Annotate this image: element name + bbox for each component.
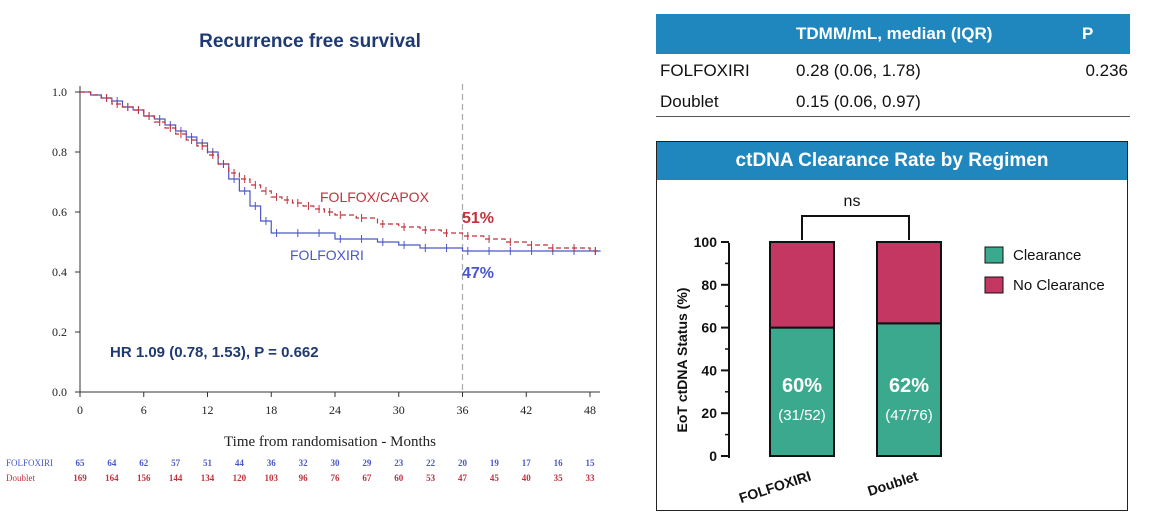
risk-count-doublet: 60 (394, 473, 404, 483)
risk-count-folfoxiri: 65 (76, 458, 86, 468)
legend-label-no-clearance: No Clearance (1013, 277, 1105, 294)
risk-count-doublet: 45 (490, 473, 500, 483)
risk-count-doublet: 164 (105, 473, 119, 483)
bar-y-tick-label: 60 (701, 320, 717, 336)
km-label-doublet: FOLFOX/CAPOX (320, 189, 430, 205)
bar-y-tick-label: 40 (701, 362, 717, 378)
risk-count-doublet: 156 (137, 473, 151, 483)
km-label-folfoxiri: FOLFOXIRI (290, 247, 364, 263)
bar-y-label: EoT ctDNA Status (%) (674, 288, 690, 433)
legend-swatch-no-clearance (984, 276, 1004, 294)
bar-category-label: Doublet (865, 468, 920, 499)
bar-y-tick-label: 0 (709, 448, 717, 464)
risk-count-doublet: 67 (362, 473, 372, 483)
km-x-tick-label: 12 (202, 403, 214, 417)
tdmm-row-value: 0.28 (0.06, 1.78) (796, 61, 921, 80)
risk-count-folfoxiri: 15 (586, 458, 596, 468)
risk-count-folfoxiri: 57 (171, 458, 181, 468)
risk-count-folfoxiri: 30 (331, 458, 341, 468)
km-y-tick-label: 1.0 (52, 85, 67, 99)
km-chart: Recurrence free survival 0.0 0.2 0.4 0.6 0.8… (6, 31, 601, 483)
bar-y-tick-label: 20 (701, 405, 717, 421)
bar-pct-label: 60% (782, 375, 822, 397)
bar-category-label: FOLFOXIRI (737, 468, 813, 506)
km-x-tick-label: 30 (393, 403, 405, 417)
ctdna-title-bar: ctDNA Clearance Rate by Regimen (657, 142, 1127, 180)
risk-count-folfoxiri: 51 (203, 458, 213, 468)
tdmm-row-name: FOLFOXIRI (660, 61, 750, 80)
significance-bracket (801, 215, 910, 240)
risk-count-doublet: 33 (586, 473, 596, 483)
tdmm-table: TDMM/mL, median (IQR) P FOLFOXIRI 0.28 (… (656, 14, 1130, 117)
ctdna-title: ctDNA Clearance Rate by Regimen (735, 150, 1049, 171)
km-series-folfoxiri (80, 91, 601, 252)
tdmm-header-p: P (1082, 24, 1094, 43)
legend-label-clearance: Clearance (1013, 247, 1081, 264)
km-x-tick-label: 0 (77, 403, 83, 417)
bar-no-clearance (876, 241, 942, 325)
ctdna-panel: ctDNA Clearance Rate by Regimen EoT ctDN… (656, 141, 1128, 511)
km-title: Recurrence free survival (199, 31, 421, 52)
km-series-doublet (80, 91, 601, 252)
risk-count-folfoxiri: 36 (267, 458, 277, 468)
km-y-tick-label: 0.6 (52, 205, 67, 219)
km-x-label: Time from randomisation - Months (224, 434, 436, 450)
km-x-tick-label: 6 (141, 403, 147, 417)
risk-count-folfoxiri: 23 (394, 458, 404, 468)
risk-label-doublet: Doublet (6, 473, 35, 483)
km-x-tick-label: 18 (265, 403, 277, 417)
tdmm-row-value: 0.15 (0.06, 0.97) (796, 92, 921, 111)
risk-count-doublet: 134 (201, 473, 215, 483)
risk-count-doublet: 40 (522, 473, 532, 483)
risk-count-doublet: 144 (169, 473, 183, 483)
risk-count-doublet: 53 (426, 473, 436, 483)
bar-no-clearance (769, 241, 835, 329)
risk-count-folfoxiri: 17 (522, 458, 532, 468)
km-x-tick-label: 48 (584, 403, 596, 417)
bar-clearance (876, 322, 942, 457)
legend-swatch-clearance (984, 246, 1004, 264)
tdmm-header-row: TDMM/mL, median (IQR) P (656, 14, 1130, 54)
risk-count-folfoxiri: 44 (235, 458, 245, 468)
tdmm-row-name: Doublet (660, 92, 719, 111)
km-x-tick-label: 36 (457, 403, 469, 417)
risk-count-doublet: 120 (233, 473, 247, 483)
km-pct-folfoxiri: 47% (462, 265, 494, 282)
tdmm-row-folfoxiri: FOLFOXIRI 0.28 (0.06, 1.78) 0.236 (656, 54, 1130, 84)
risk-count-doublet: 103 (265, 473, 279, 483)
risk-label-folfoxiri: FOLFOXIRI (6, 458, 53, 468)
tdmm-row-doublet: Doublet 0.15 (0.06, 0.97) (656, 84, 1130, 117)
tdmm-header-value: TDMM/mL, median (IQR) (796, 24, 993, 43)
risk-count-folfoxiri: 32 (299, 458, 309, 468)
bar-frac-label: (31/52) (778, 407, 826, 424)
risk-count-doublet: 96 (299, 473, 309, 483)
risk-count-doublet: 76 (331, 473, 341, 483)
km-y-tick-label: 0.4 (52, 265, 67, 279)
risk-count-folfoxiri: 29 (362, 458, 372, 468)
km-y-tick-label: 0.0 (52, 385, 67, 399)
bar-frac-label: (47/76) (885, 407, 933, 424)
risk-count-folfoxiri: 22 (426, 458, 436, 468)
km-x-tick-label: 24 (329, 403, 341, 417)
risk-count-folfoxiri: 20 (458, 458, 468, 468)
risk-count-doublet: 47 (458, 473, 468, 483)
risk-count-doublet: 35 (554, 473, 564, 483)
km-pct-doublet: 51% (462, 210, 494, 227)
bar-y-tick-label: 100 (694, 234, 718, 250)
ctdna-bar-chart: EoT ctDNA Status (%) 0 20 40 60 80 100 60% (31… (674, 193, 1105, 506)
significance-label: ns (844, 193, 861, 210)
km-x-tick-label: 42 (520, 403, 532, 417)
bar-y-tick-label: 80 (701, 277, 717, 293)
risk-count-folfoxiri: 64 (107, 458, 117, 468)
tdmm-row-p: 0.236 (1085, 61, 1128, 80)
risk-count-folfoxiri: 16 (554, 458, 564, 468)
km-y-tick-label: 0.8 (52, 145, 67, 159)
bar-pct-label: 62% (889, 375, 929, 397)
km-y-tick-label: 0.2 (52, 325, 67, 339)
km-hr-text: HR 1.09 (0.78, 1.53), P = 0.662 (110, 344, 319, 361)
risk-count-folfoxiri: 19 (490, 458, 500, 468)
risk-count-folfoxiri: 62 (139, 458, 149, 468)
risk-count-doublet: 169 (73, 473, 87, 483)
